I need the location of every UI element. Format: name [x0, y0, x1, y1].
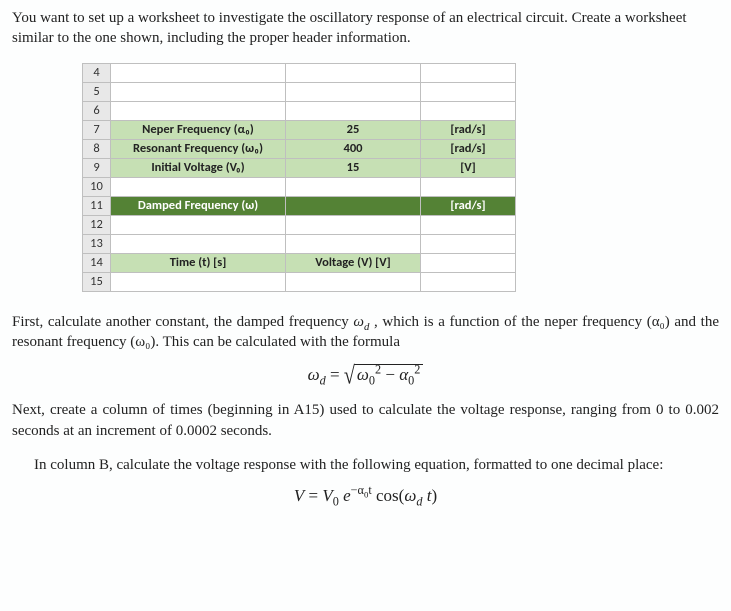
- cell: [421, 272, 516, 291]
- cell-time-header: Time (t) [s]: [111, 253, 286, 272]
- row-header: 15: [83, 272, 111, 291]
- cell: [421, 63, 516, 82]
- row-header: 7: [83, 120, 111, 139]
- row-header: 14: [83, 253, 111, 272]
- cell: [111, 63, 286, 82]
- row-header: 13: [83, 234, 111, 253]
- row-header: 5: [83, 82, 111, 101]
- cell-neper-value: 25: [286, 120, 421, 139]
- cell-damped-value: [286, 196, 421, 215]
- intro-text: You want to set up a worksheet to invest…: [12, 8, 719, 49]
- cell-damped-label: Damped Frequency (ω): [111, 196, 286, 215]
- cell: [111, 272, 286, 291]
- row-header: 10: [83, 177, 111, 196]
- cell: [286, 63, 421, 82]
- cell-voltage-header: Voltage (V) [V]: [286, 253, 421, 272]
- row-header: 11: [83, 196, 111, 215]
- paragraph-1: First, calculate another constant, the d…: [12, 312, 719, 353]
- cell: [421, 82, 516, 101]
- formula-voltage: V = V0 e−α0t cos(ωd t): [12, 486, 719, 506]
- row-header: 9: [83, 158, 111, 177]
- cell: [421, 101, 516, 120]
- cell: [286, 82, 421, 101]
- cell: [421, 234, 516, 253]
- cell-resonant-label: Resonant Frequency (ω₀): [111, 139, 286, 158]
- cell-voltage-unit: [V]: [421, 158, 516, 177]
- cell: [421, 177, 516, 196]
- para1-pre: First, calculate another constant, the d…: [12, 314, 353, 330]
- cell: [111, 101, 286, 120]
- row-header: 6: [83, 101, 111, 120]
- cell: [111, 177, 286, 196]
- paragraph-3: In column B, calculate the voltage respo…: [12, 455, 719, 476]
- row-header: 12: [83, 215, 111, 234]
- formula-damped-frequency: ωd = √ω02 − α02: [12, 363, 719, 386]
- cell: [111, 82, 286, 101]
- cell-resonant-unit: [rad/s]: [421, 139, 516, 158]
- cell-neper-label: Neper Frequency (α₀): [111, 120, 286, 139]
- cell-voltage-label: Initial Voltage (V₀): [111, 158, 286, 177]
- cell: [421, 253, 516, 272]
- cell: [286, 215, 421, 234]
- cell: [286, 272, 421, 291]
- cell: [286, 101, 421, 120]
- cell-voltage-value: 15: [286, 158, 421, 177]
- cell: [111, 234, 286, 253]
- spreadsheet-table: 4 5 6 7Neper Frequency (α₀)25[rad/s] 8Re…: [82, 63, 516, 292]
- row-header: 4: [83, 63, 111, 82]
- cell-damped-unit: [rad/s]: [421, 196, 516, 215]
- row-header: 8: [83, 139, 111, 158]
- cell: [286, 234, 421, 253]
- paragraph-2: Next, create a column of times (beginnin…: [12, 400, 719, 441]
- spreadsheet-region: 4 5 6 7Neper Frequency (α₀)25[rad/s] 8Re…: [12, 63, 719, 292]
- cell-neper-unit: [rad/s]: [421, 120, 516, 139]
- cell-resonant-value: 400: [286, 139, 421, 158]
- cell: [286, 177, 421, 196]
- cell: [111, 215, 286, 234]
- cell: [421, 215, 516, 234]
